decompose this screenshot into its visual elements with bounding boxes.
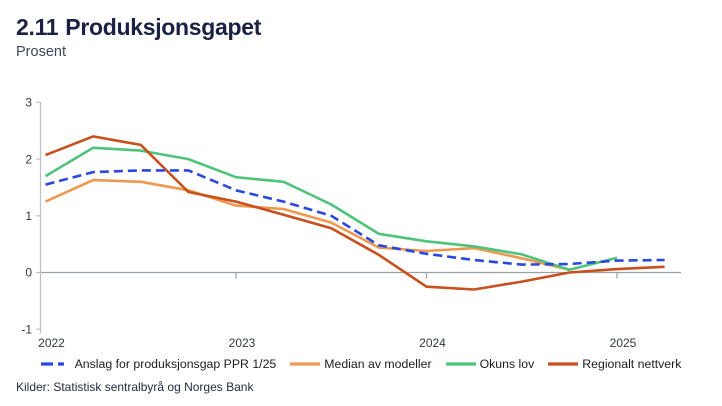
y-tick-label: 1 <box>25 209 32 223</box>
figure-number: 2.11 <box>16 14 59 40</box>
x-tick-label: 2024 <box>419 336 446 350</box>
series-line-regionalt-nettverk <box>45 135 665 291</box>
y-tick-label: 2 <box>25 152 32 166</box>
y-tick-label: 3 <box>25 96 32 110</box>
legend-dashed-line-swatch <box>40 360 71 368</box>
legend-item-anslag: Anslag for produksjonsgap PPR 1/25 <box>40 357 277 371</box>
page-title: 2.11 Produksjonsgapet <box>16 14 261 41</box>
legend-line-swatch <box>290 360 321 368</box>
x-tick-label: 2022 <box>38 336 65 350</box>
legend-line-swatch <box>548 360 579 368</box>
series-line-median-av-modeller <box>44 178 570 271</box>
legend-label: Okuns lov <box>479 357 535 371</box>
source-note: Kilder: Statistisk sentralbyrå og Norges… <box>16 380 254 394</box>
chart-unit-label: Prosent <box>16 44 66 60</box>
x-tick-label: 2023 <box>229 336 256 350</box>
x-tick-label: 2025 <box>610 336 637 350</box>
legend-label: Anslag for produksjonsgap PPR 1/25 <box>74 357 277 371</box>
series-line-anslag-ppr <box>45 169 665 266</box>
legend-item-okuns-lov: Okuns lov <box>445 357 535 371</box>
figure-title: Produksjonsgapet <box>65 14 262 40</box>
series-line-okuns-lov <box>44 146 618 272</box>
legend-label: Regionalt nettverk <box>582 357 682 371</box>
chart-legend: Anslag for produksjonsgap PPR 1/25 Media… <box>0 357 722 371</box>
legend-item-regionalt-nettverk: Regionalt nettverk <box>548 357 681 371</box>
y-tick-label: -1 <box>21 322 32 336</box>
legend-line-swatch <box>445 360 476 368</box>
y-tick-label: 0 <box>25 266 32 280</box>
legend-label: Median av modeller <box>324 357 432 371</box>
legend-item-median: Median av modeller <box>290 357 432 371</box>
